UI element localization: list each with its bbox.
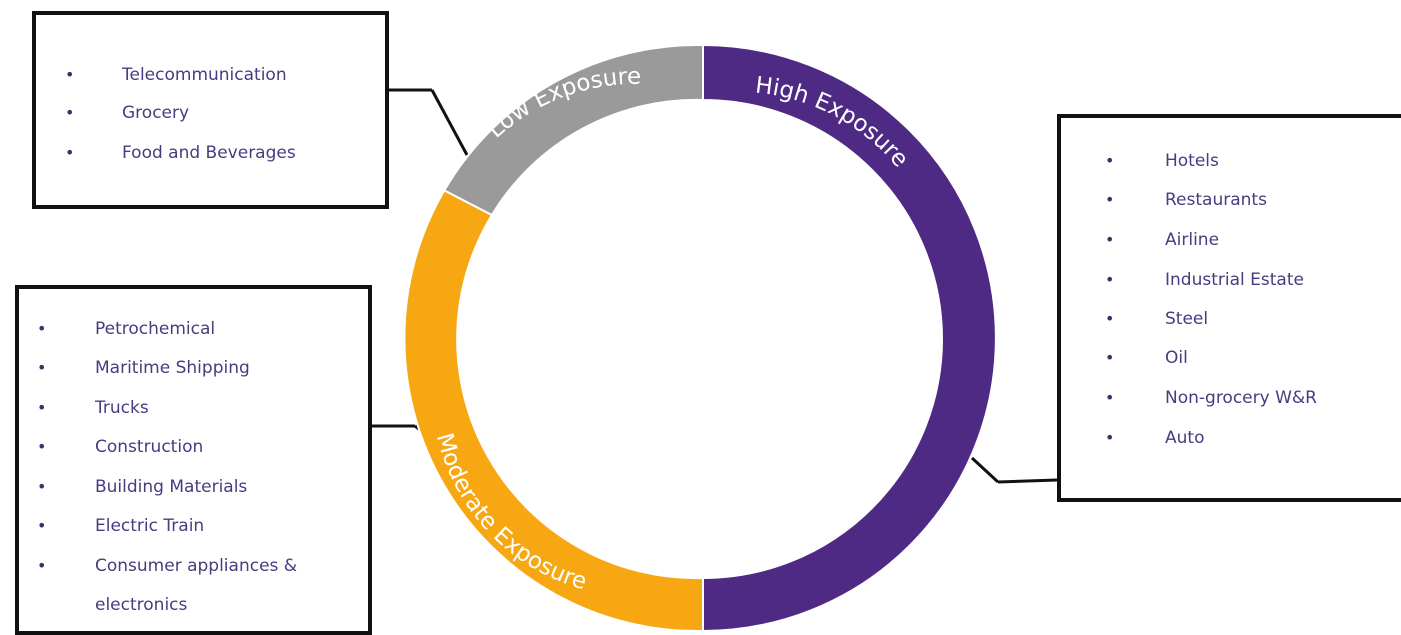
bullet-icon: • (37, 556, 47, 575)
bullet-icon: • (37, 398, 47, 417)
list-item: • Food and Beverages (65, 143, 296, 163)
list-item: • Non-grocery W&R (1105, 388, 1317, 408)
list-item: • Trucks (37, 398, 149, 418)
list-item: • Steel (1105, 309, 1209, 329)
list-item: • Airline (1105, 230, 1220, 250)
bullet-icon: • (1105, 309, 1115, 328)
list-item: • Consumer appliances & (37, 556, 298, 576)
high-connector-line-diagonal (970, 456, 1000, 484)
high-exposure-segment (702, 43, 997, 633)
bullet-icon: • (1105, 428, 1115, 447)
list-item: • Restaurants (1105, 190, 1267, 210)
bullet-icon: • (1105, 348, 1115, 367)
bullet-icon: • (65, 143, 75, 162)
list-item: • Petrochemical (37, 319, 216, 339)
bullet-icon: • (1105, 270, 1115, 289)
list-item: • Oil (1105, 348, 1188, 368)
bullet-icon: • (37, 477, 47, 496)
bullet-icon: • (65, 103, 75, 122)
high-exposure-box: • Hotels • Restaurants • Airline • Indus… (1057, 114, 1401, 502)
bullet-icon: • (65, 65, 75, 84)
list-item: • Auto (1105, 428, 1205, 448)
bullet-icon: • (1105, 151, 1115, 170)
list-item-continuation: electronics (95, 595, 188, 615)
bullet-icon: • (37, 516, 47, 535)
moderate-exposure-box: • Petrochemical • Maritime Shipping • Tr… (15, 285, 372, 635)
high-connector-line (997, 478, 1058, 484)
list-item: • Hotels (1105, 151, 1219, 171)
low-exposure-segment (442, 43, 704, 217)
bullet-icon: • (37, 319, 47, 338)
list-item: • Maritime Shipping (37, 358, 250, 378)
bullet-icon: • (1105, 230, 1115, 249)
list-item: • Industrial Estate (1105, 270, 1304, 290)
bullet-icon: • (37, 437, 47, 456)
bullet-icon: • (1105, 388, 1115, 407)
list-item: • Telecommunication (65, 65, 287, 85)
list-item: • Grocery (65, 103, 190, 123)
bullet-icon: • (37, 358, 47, 377)
low-connector-line-diagonal (430, 89, 469, 156)
bullet-icon: • (1105, 190, 1115, 209)
low-exposure-box: • Telecommunication • Grocery • Food and… (32, 11, 389, 209)
list-item: • Building Materials (37, 477, 248, 497)
list-item: • Electric Train (37, 516, 205, 536)
list-item: • Construction (37, 437, 204, 457)
